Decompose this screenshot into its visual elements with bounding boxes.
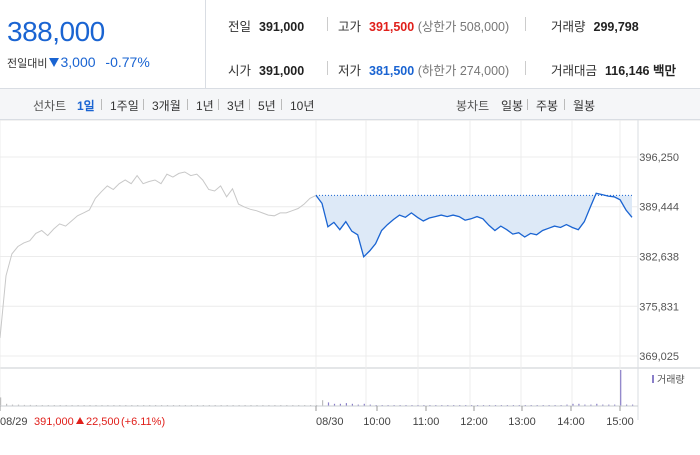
x-tick-label: 13:00 [508,416,536,428]
x-tick-label: 08/30 [316,416,344,428]
price-block: 388,000 전일대비 3,000 -0.77% [0,0,206,88]
period-1w[interactable]: 1주일 [110,99,139,113]
y-tick-label: 396,250 [639,152,679,164]
volume-bar [602,404,604,406]
volume-bar [339,403,341,406]
volume-bar [345,403,347,406]
y-tick-label: 389,444 [639,202,679,214]
candle-daily[interactable]: 일봉 [501,99,524,113]
upper-limit: (상한가 508,000) [417,20,510,34]
stat-amount: 거래대금 116,146 백만 [551,60,676,79]
series-line-08-29 [0,171,317,338]
volume-bar [6,403,8,406]
candle-chart-label: 봉차트 [456,99,490,113]
volume-bar [17,404,20,406]
volume-bar [0,397,2,406]
line-chart-label: 선차트 [33,99,67,113]
volume-bar [11,404,14,406]
period-1y[interactable]: 1년 [196,99,214,113]
volume-bar [23,404,25,406]
volume-bar [572,403,574,406]
candle-monthly[interactable]: 월봉 [573,99,596,113]
volume-bar [29,404,31,406]
change-row: 전일대비 3,000 -0.77% [7,54,150,71]
footer-price: 391,000 [34,416,74,428]
volume-bar [322,400,324,406]
volume-legend-label: 거래량 [657,374,685,386]
footer-pct: (+6.11%) [121,416,165,428]
stat-label: 저가 [338,64,362,78]
volume-bar [626,404,628,406]
stat-label: 거래대금 [551,64,598,78]
volume-bar [369,404,371,406]
period-3y[interactable]: 3년 [227,99,245,113]
stat-label: 전일 [228,20,252,34]
volume-bar [584,404,586,406]
volume-bar [596,403,598,406]
chart-svg: 396,250 389,444 382,638 375,831 369,025 08/3… [0,119,700,428]
volume-bar [363,403,365,406]
stat-value: 391,000 [259,20,305,34]
chart-toolbar: 선차트 1일 1주일 3개월 1년 3년 5년 10년 봉차트 일봉 주봉 월봉 [0,89,700,120]
period-5y[interactable]: 5년 [258,99,276,113]
series-line-08-30 [315,192,633,259]
stat-value: 381,500 [369,64,415,78]
volume-bar [590,404,592,406]
prev-day-label: 전일대비 [7,58,48,70]
quote-header: 388,000 전일대비 3,000 -0.77% 전일 391,000 고가 391… [0,0,700,89]
stat-open: 시가 391,000 [228,60,304,79]
volume-bar [578,403,580,406]
candle-weekly[interactable]: 주봉 [536,99,559,113]
x-tick-label: 12:00 [460,416,488,428]
period-3m[interactable]: 3개월 [152,99,181,113]
x-tick-label: 15:00 [606,416,634,428]
stat-volume: 거래량 299,798 [551,16,639,35]
stat-label: 시가 [228,64,252,78]
x-tick-label: 14:00 [557,416,585,428]
volume-bar [620,370,622,406]
current-price: 388,000 [7,16,105,47]
change-amount: 3,000 [60,54,96,70]
x-tick-label: 11:00 [413,416,440,428]
volume-bar [333,403,336,406]
period-1d[interactable]: 1일 [77,99,95,113]
x-tick-label: 10:00 [363,416,391,428]
stat-value: 391,500 [369,20,415,34]
volume-bar [351,403,353,406]
footer-date: 08/29 [0,416,28,428]
y-tick-label: 382,638 [639,251,679,263]
volume-bar [566,404,568,406]
volume-legend-swatch [652,375,654,383]
stat-label: 고가 [338,20,362,34]
stat-label: 거래량 [551,20,586,34]
stat-value: 116,146 백만 [605,64,676,78]
down-triangle-icon [49,58,60,67]
stat-value: 391,000 [259,64,305,78]
period-10y[interactable]: 10년 [290,99,315,113]
below-reference-fill [316,193,632,257]
footer-change: 22,500 [86,416,120,428]
y-tick-label: 375,831 [639,301,679,313]
stat-value: 299,798 [593,20,639,34]
volume-bar [608,404,610,406]
stat-high: 고가 391,500 (상한가 508,000) [338,16,509,35]
intraday-chart: 396,250 389,444 382,638 375,831 369,025 08/3… [0,119,700,450]
volume-bar [327,402,330,406]
y-tick-label: 369,025 [639,351,679,363]
volume-bar [357,404,359,406]
stat-low: 저가 381,500 (하한가 274,000) [338,60,509,79]
change-percent: -0.77% [105,54,150,70]
volume-bar [632,404,634,406]
up-triangle-icon [76,417,84,424]
stat-prev-close: 전일 391,000 [228,16,304,35]
volume-bar [614,404,616,406]
lower-limit: (하한가 274,000) [417,64,510,78]
